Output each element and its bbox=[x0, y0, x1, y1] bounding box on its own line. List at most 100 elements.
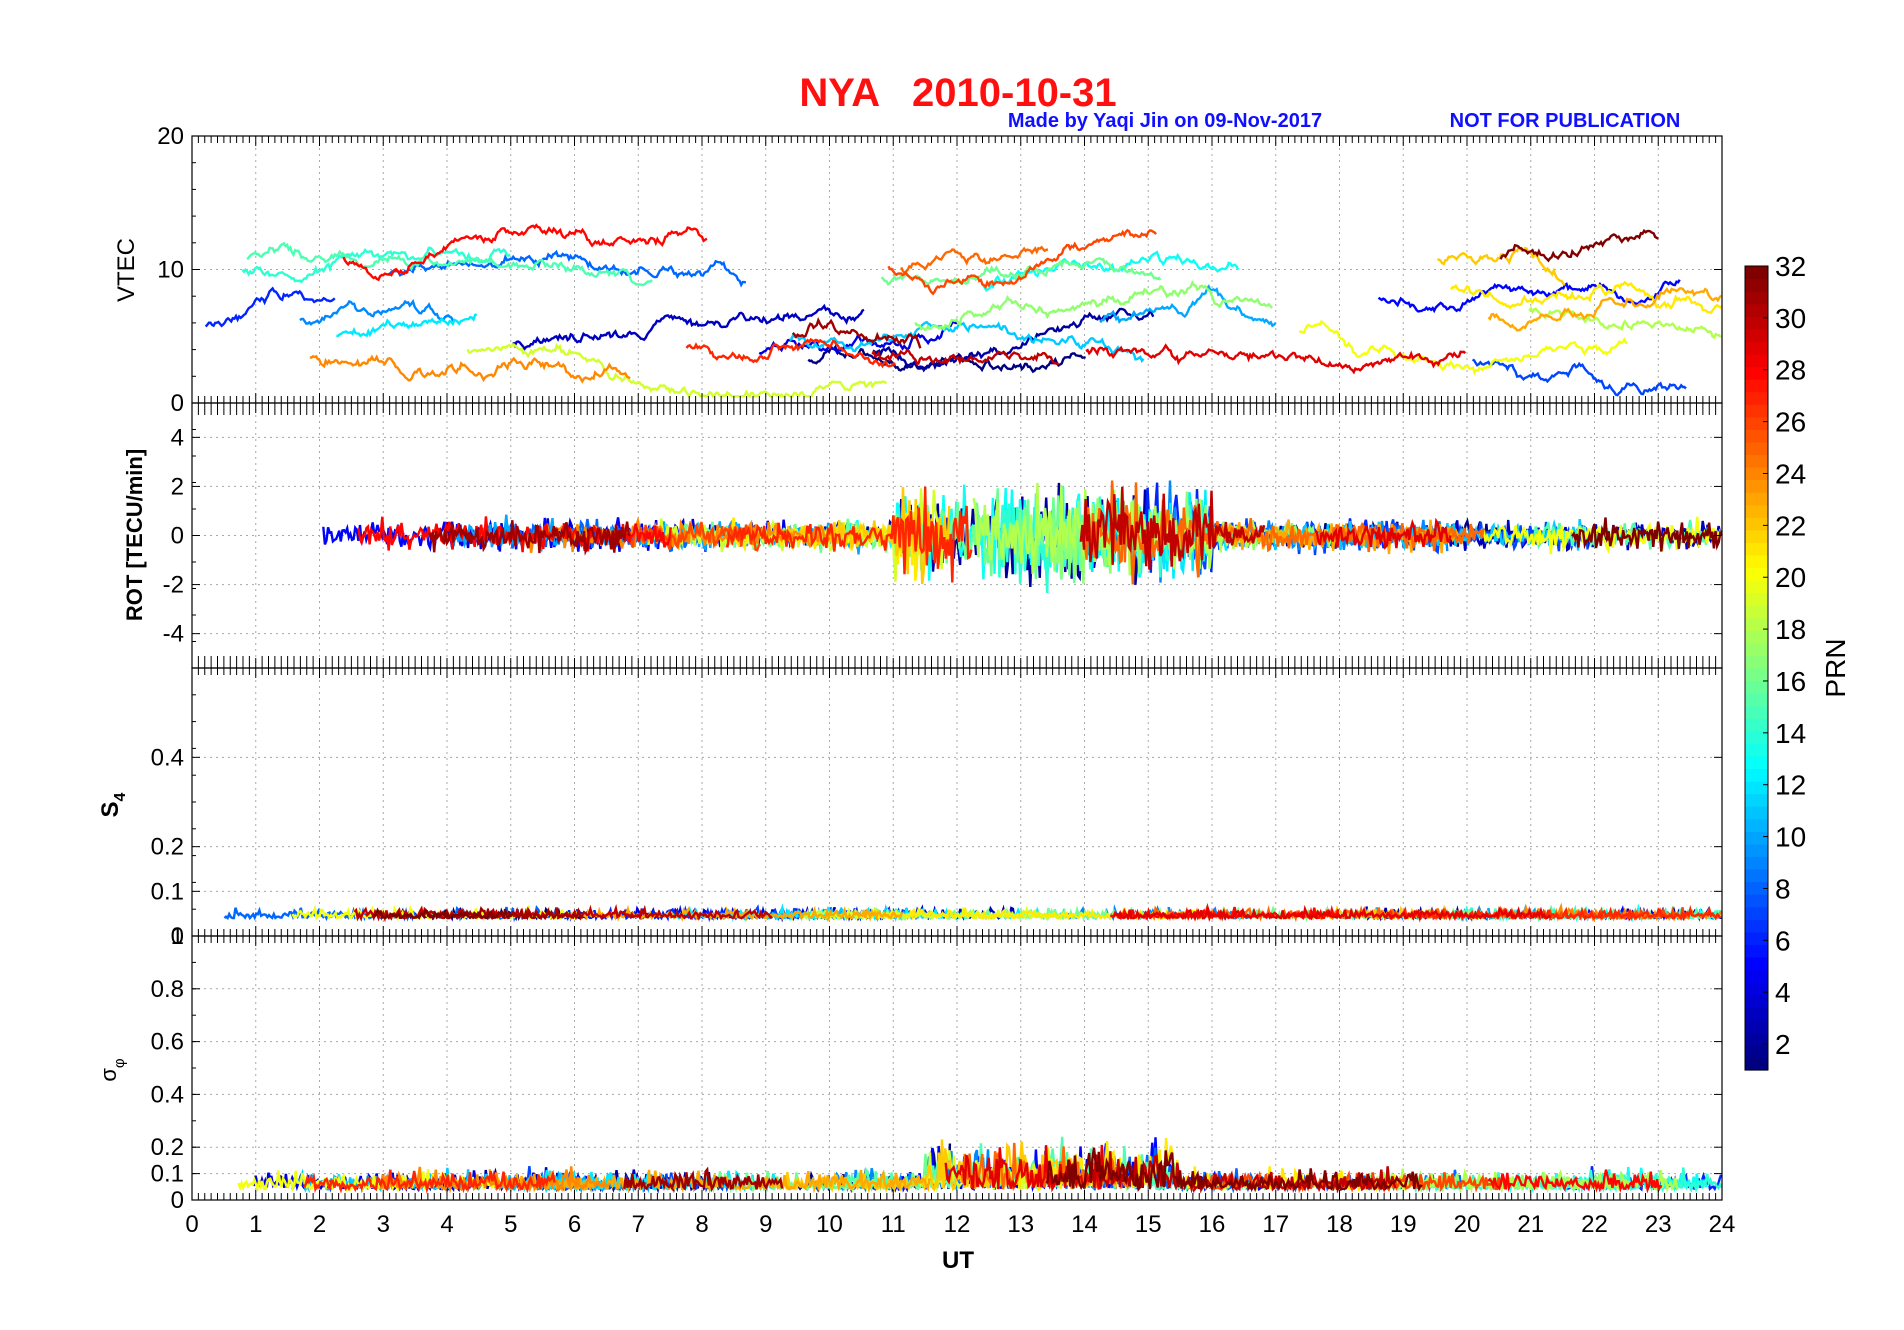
credit-text: Made by Yaqi Jin on 09-Nov-2017 bbox=[1008, 110, 1322, 132]
rot-panel: -4 -2 0 2 4 ROT [TECU/min] bbox=[122, 402, 1723, 669]
colorbar-swatch bbox=[1745, 668, 1768, 682]
y-tick-label: 0 bbox=[171, 390, 184, 417]
colorbar-swatch bbox=[1745, 353, 1768, 368]
prn-trace bbox=[512, 303, 865, 351]
sigma-series bbox=[237, 1136, 1723, 1194]
colorbar-swatch bbox=[1745, 278, 1768, 292]
x-tick-label: 5 bbox=[504, 1211, 517, 1238]
prn-trace bbox=[1472, 358, 1687, 397]
x-tick-label: 21 bbox=[1517, 1211, 1544, 1238]
colorbar-tick-label: 22 bbox=[1775, 510, 1806, 541]
chart-title: NYA 2010-10-31 bbox=[799, 71, 1116, 115]
colorbar-swatch bbox=[1745, 906, 1768, 920]
colorbar-swatch bbox=[1745, 730, 1768, 744]
prn-trace bbox=[1045, 1147, 1423, 1194]
sigma-axes: 00.10.20.40.60.810 1 2 3 4 5 6 7 8 9 10 11 12 13 14 15 1… bbox=[151, 923, 1736, 1238]
s4-ylabel: S4 bbox=[97, 792, 129, 817]
colorbar-swatch bbox=[1745, 793, 1768, 807]
colorbar-swatch bbox=[1745, 919, 1768, 933]
y-tick-label: 0.2 bbox=[151, 834, 184, 861]
x-tick-label: 0 bbox=[185, 1211, 198, 1238]
colorbar-swatch bbox=[1745, 266, 1768, 280]
colorbar-tick-label: 26 bbox=[1775, 407, 1806, 438]
colorbar-swatch bbox=[1745, 592, 1768, 606]
y-tick-label: 10 bbox=[157, 257, 184, 284]
colorbar-swatch bbox=[1745, 303, 1768, 317]
colorbar-swatch bbox=[1745, 944, 1768, 958]
colorbar-tick-label: 30 bbox=[1775, 303, 1806, 334]
prn-trace bbox=[789, 320, 1145, 363]
colorbar-swatch bbox=[1745, 379, 1768, 393]
prn-trace bbox=[336, 313, 478, 338]
x-tick-label: 7 bbox=[632, 1211, 645, 1238]
vtec-panel: 0 10 20 VTEC bbox=[113, 123, 1723, 417]
colorbar-swatch bbox=[1745, 743, 1768, 757]
y-tick-label: 2 bbox=[171, 473, 184, 500]
colorbar-swatch bbox=[1745, 404, 1768, 418]
prn-trace bbox=[1085, 343, 1467, 375]
colorbar-swatch bbox=[1745, 1032, 1768, 1046]
colorbar-swatch bbox=[1745, 994, 1768, 1008]
prn-trace bbox=[1499, 228, 1659, 263]
x-tick-label: 19 bbox=[1390, 1211, 1417, 1238]
x-tick-label: 20 bbox=[1454, 1211, 1481, 1238]
y-tick-label: 4 bbox=[171, 424, 184, 451]
prn-trace bbox=[981, 250, 1240, 292]
prn-trace bbox=[1113, 904, 1551, 923]
colorbar-swatch bbox=[1745, 479, 1768, 493]
y-tick-label: -4 bbox=[163, 621, 184, 648]
x-tick-label: 16 bbox=[1199, 1211, 1226, 1238]
svg-text:S4: S4 bbox=[97, 792, 129, 817]
prn-trace bbox=[303, 1169, 556, 1194]
colorbar-swatch bbox=[1745, 705, 1768, 719]
colorbar-swatch bbox=[1745, 982, 1768, 996]
colorbar-swatch bbox=[1745, 869, 1768, 883]
y-tick-label: 0.1 bbox=[151, 878, 184, 905]
prn-trace bbox=[204, 286, 336, 328]
colorbar-swatch bbox=[1745, 366, 1768, 380]
x-tick-label: 2 bbox=[313, 1211, 326, 1238]
colorbar-swatch bbox=[1745, 843, 1768, 858]
colorbar-label: PRN bbox=[1820, 638, 1851, 697]
prn-trace bbox=[378, 1166, 611, 1194]
x-tick-label: 8 bbox=[695, 1211, 708, 1238]
y-tick-label: -2 bbox=[163, 572, 184, 599]
prn-trace bbox=[1079, 486, 1266, 570]
prn-trace bbox=[807, 344, 1086, 374]
prn-trace bbox=[372, 907, 513, 921]
prn-trace bbox=[1386, 904, 1722, 922]
colorbar-swatch bbox=[1745, 630, 1768, 644]
colorbar-swatch bbox=[1745, 856, 1768, 870]
colorbar-swatch bbox=[1745, 529, 1768, 543]
x-tick-label: 18 bbox=[1326, 1211, 1353, 1238]
prn-trace bbox=[623, 1166, 784, 1192]
y-tick-label: 20 bbox=[157, 123, 184, 150]
colorbar-tick-label: 12 bbox=[1775, 770, 1806, 801]
y-tick-label: 0.2 bbox=[151, 1134, 184, 1161]
x-tick-label: 15 bbox=[1135, 1211, 1162, 1238]
colorbar-swatch bbox=[1745, 642, 1768, 657]
colorbar-tick-label: 14 bbox=[1775, 718, 1806, 749]
prn-trace bbox=[1437, 245, 1566, 286]
sigma-panel: 00.10.20.40.60.810 1 2 3 4 5 6 7 8 9 10 11 12 13 14 15 1… bbox=[96, 923, 1735, 1274]
colorbar-swatch bbox=[1745, 781, 1768, 795]
prn-trace bbox=[466, 342, 887, 399]
x-tick-label: 22 bbox=[1581, 1211, 1608, 1238]
svg-text:σφ: σφ bbox=[96, 1058, 128, 1082]
s4-grid bbox=[192, 668, 1722, 936]
colorbar-tick-label: 20 bbox=[1775, 562, 1806, 593]
y-tick-label: 1 bbox=[171, 923, 184, 950]
colorbar-swatch bbox=[1745, 441, 1768, 456]
colorbar-swatch bbox=[1745, 580, 1768, 594]
colorbar-swatch bbox=[1745, 894, 1768, 908]
prn-trace bbox=[241, 246, 511, 284]
colorbar-swatch bbox=[1745, 567, 1768, 581]
colorbar-swatch bbox=[1745, 454, 1768, 468]
colorbar-swatch bbox=[1745, 931, 1768, 945]
colorbar-swatch bbox=[1745, 391, 1768, 405]
y-tick-label: 0.6 bbox=[151, 1029, 184, 1056]
colorbar-swatch bbox=[1745, 831, 1768, 845]
colorbar-swatch bbox=[1745, 542, 1768, 556]
sigma-ylabel: σφ bbox=[96, 1058, 128, 1082]
